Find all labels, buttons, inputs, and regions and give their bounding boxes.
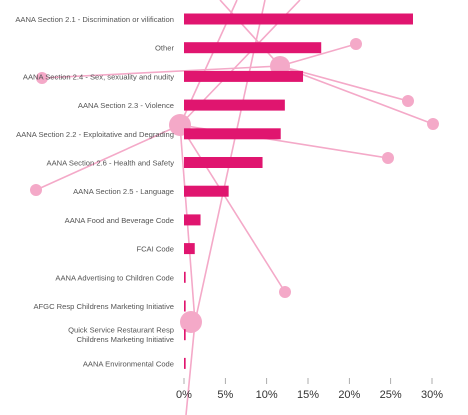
category-label-10: AFGC Resp Childrens Marketing Initiative — [33, 302, 174, 311]
x-tick-label-4: 20% — [338, 389, 360, 401]
x-tick-label-3: 15% — [297, 389, 319, 401]
category-label-6: AANA Section 2.5 - Language — [73, 187, 174, 196]
bar-4 — [184, 128, 281, 140]
decoration-line-9 — [279, 65, 434, 125]
bar-5 — [184, 157, 263, 168]
decoration-line-6 — [219, 0, 281, 67]
bar-8 — [184, 243, 195, 255]
category-labels: AANA Section 2.1 - Discrimination or vil… — [15, 15, 174, 368]
decoration-dot-6 — [382, 152, 394, 164]
decoration-dot-7 — [36, 72, 48, 84]
decoration-dot-3 — [350, 38, 362, 50]
category-label-3: AANA Section 2.3 - Violence — [78, 101, 174, 110]
decoration-line-4 — [35, 124, 181, 191]
bar-0 — [184, 13, 413, 25]
category-label-5: AANA Section 2.6 - Health and Safety — [47, 159, 175, 168]
category-label-7: AANA Food and Beverage Code — [65, 216, 174, 225]
category-label-12: AANA Environmental Code — [83, 359, 174, 368]
bar-6 — [184, 185, 229, 197]
decoration-dot-2 — [180, 311, 202, 333]
category-label-4: AANA Section 2.2 - Exploitative and Degr… — [16, 130, 174, 139]
bar-10 — [184, 300, 186, 312]
x-axis-ticks: 0% 5% 10% 15% 20% 25% 30% — [176, 378, 443, 401]
decoration-line-12 — [185, 321, 196, 415]
decoration-dot-4 — [402, 95, 414, 107]
decorative-network — [30, 0, 439, 415]
bar-12 — [184, 357, 186, 369]
bar-11 — [184, 329, 186, 341]
category-label-2: AANA Section 2.4 - Sex, sexuality and nu… — [23, 72, 174, 81]
bar-7 — [184, 214, 201, 226]
decoration-line-7 — [279, 43, 357, 67]
x-tick-label-6: 30% — [421, 389, 443, 401]
decoration-dot-5 — [427, 118, 439, 130]
category-label-8: FCAI Code — [136, 245, 174, 254]
bar-1 — [184, 42, 322, 54]
x-tick-label-0: 0% — [176, 389, 192, 401]
decoration-dot-8 — [30, 184, 42, 196]
bar-3 — [184, 99, 285, 111]
x-tick-label-2: 10% — [256, 389, 278, 401]
decoration-dot-9 — [279, 286, 291, 298]
category-label-11: Quick Service Restaurant Resp Childrens M… — [68, 326, 174, 345]
x-tick-label-5: 25% — [380, 389, 402, 401]
bar-2 — [184, 70, 304, 82]
bar-9 — [184, 271, 186, 283]
decoration-line-11 — [179, 124, 286, 293]
decoration-line-10 — [41, 65, 281, 79]
bars-group — [184, 13, 413, 369]
category-label-9: AANA Advertising to Children Code — [55, 273, 174, 282]
category-label-0: AANA Section 2.1 - Discrimination or vil… — [15, 15, 174, 24]
x-tick-label-1: 5% — [217, 389, 233, 401]
category-label-1: Other — [155, 44, 174, 53]
